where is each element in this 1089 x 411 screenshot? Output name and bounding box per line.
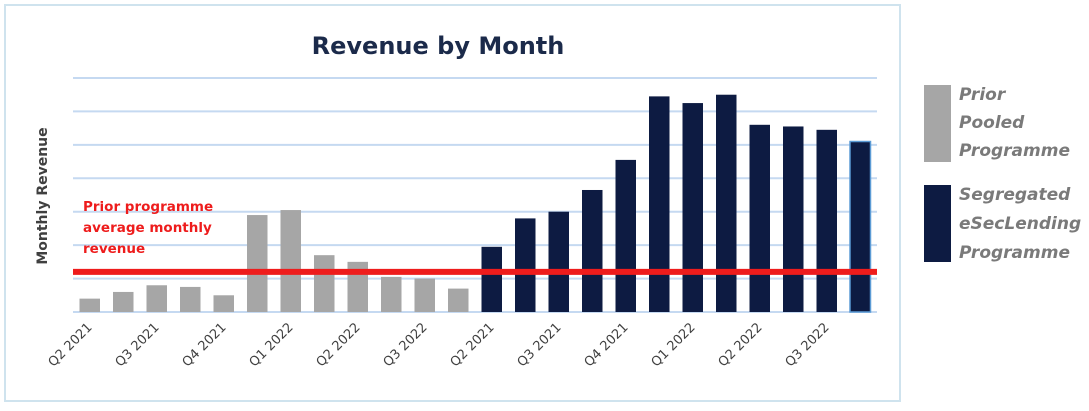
bar-segregated	[716, 94, 737, 312]
bar-prior	[113, 291, 134, 312]
bar-segregated	[649, 96, 670, 312]
bar-segregated	[548, 211, 569, 312]
bar-prior	[314, 255, 335, 312]
bar-segregated	[515, 218, 536, 312]
bar-segregated	[582, 189, 603, 312]
x-tick-label: Q1 2022	[247, 320, 297, 370]
x-tick-label: Q3 2022	[381, 320, 431, 370]
bar-prior	[247, 215, 268, 312]
chart-frame	[4, 4, 901, 402]
legend-segregated-line-1: Segregated	[959, 185, 1071, 205]
gridlines	[73, 77, 877, 313]
x-tick-label: Q4 2021	[180, 320, 230, 370]
bar-prior	[448, 288, 469, 312]
legend-segregated-line-3: Programme	[959, 243, 1070, 263]
legend-swatch-prior	[924, 85, 951, 162]
legend-prior-line-2: Pooled	[959, 113, 1025, 133]
legend: Prior Pooled Programme Segregated eSecLe…	[924, 85, 1081, 263]
x-tick-label: Q2 2021	[46, 320, 96, 370]
annotation-line-1: Prior programme	[83, 199, 213, 215]
chart-title: Revenue by Month	[312, 32, 565, 60]
reference-annotation: Prior programme average monthly revenue	[83, 199, 213, 257]
legend-prior-line-1: Prior	[959, 85, 1007, 105]
bar-segregated	[783, 126, 804, 312]
bar-prior	[381, 276, 402, 312]
bar-prior	[414, 278, 435, 312]
bar-prior	[213, 295, 234, 312]
x-tick-label: Q3 2022	[783, 320, 833, 370]
annotation-line-2: average monthly	[83, 220, 212, 236]
x-tick-label: Q2 2022	[716, 320, 766, 370]
bars	[79, 94, 872, 313]
bar-segregated	[849, 140, 872, 313]
x-tick-label: Q2 2022	[314, 320, 364, 370]
y-axis-label: Monthly Revenue	[35, 127, 51, 264]
x-tick-labels: Q2 2021 Q3 2021 Q4 2021 Q1 2022 Q2 2022 Q3 20…	[46, 320, 833, 370]
bar-segregated	[682, 103, 703, 312]
legend-segregated-line-2: eSecLending	[959, 214, 1081, 234]
bar-segregated	[615, 159, 636, 312]
bar-segregated	[481, 246, 502, 312]
bar-prior	[146, 285, 167, 312]
x-tick-label: Q2 2021	[448, 320, 498, 370]
bar-segregated	[816, 129, 837, 312]
x-tick-label: Q4 2021	[582, 320, 632, 370]
bar-prior	[180, 286, 201, 312]
legend-prior-line-3: Programme	[959, 141, 1070, 161]
bar-segregated	[749, 124, 770, 312]
bar-prior	[79, 298, 100, 312]
x-tick-label: Q3 2021	[113, 320, 163, 370]
x-tick-label: Q3 2021	[515, 320, 565, 370]
x-tick-label: Q1 2022	[649, 320, 699, 370]
annotation-line-3: revenue	[83, 241, 145, 257]
legend-swatch-segregated	[924, 185, 951, 262]
bar-prior	[280, 210, 301, 312]
